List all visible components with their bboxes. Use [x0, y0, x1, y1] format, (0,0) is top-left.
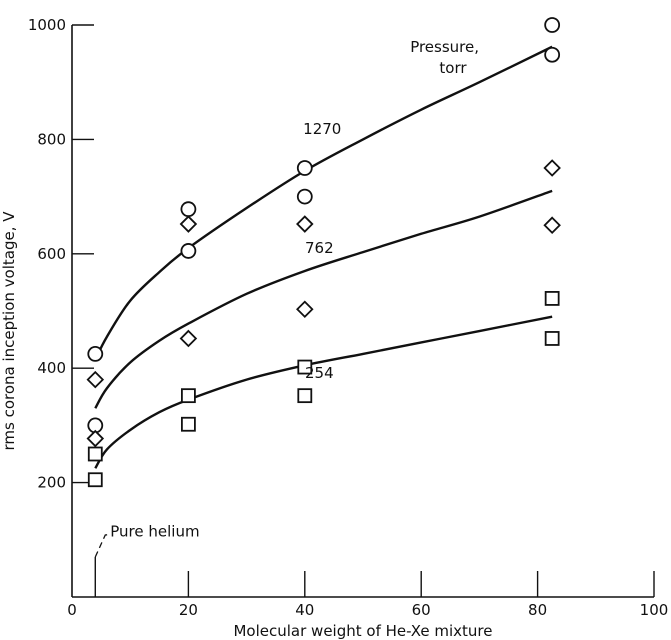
y-tick-label: 800 — [37, 130, 66, 148]
point-diamond-762 — [179, 329, 198, 348]
pure-helium-leader — [94, 533, 110, 558]
point-diamond-762 — [543, 159, 561, 177]
x-tick-label: 80 — [528, 601, 547, 619]
point-square-254 — [297, 388, 313, 404]
fit-curve-762 — [94, 189, 553, 409]
series-label-1270: 1270 — [303, 120, 341, 138]
point-circle-1270 — [544, 17, 561, 33]
point-diamond-762 — [543, 216, 561, 234]
y-tick-label: 1000 — [28, 16, 66, 34]
data-points — [86, 17, 561, 488]
point-circle-1270 — [544, 46, 561, 63]
x-tick-label: 40 — [295, 601, 314, 619]
fit-curves — [94, 45, 553, 469]
x-tick-label: 0 — [67, 601, 77, 619]
x-tick-label: 100 — [640, 601, 669, 619]
y-tick-label: 400 — [37, 359, 66, 377]
point-circle-1270 — [296, 160, 313, 176]
point-square-254 — [87, 472, 103, 488]
legend-title-line-2: torr — [439, 59, 467, 77]
legend-title: Pressure, torr — [410, 38, 484, 77]
point-diamond-762 — [296, 300, 314, 319]
fit-curve-254 — [94, 315, 553, 469]
series-label-254: 254 — [305, 364, 334, 382]
point-square-254 — [297, 359, 313, 375]
point-diamond-762 — [86, 370, 105, 389]
x-tick-label: 60 — [412, 601, 431, 619]
y-axis-title: rms corona inception voltage, V — [0, 211, 18, 451]
x-tick-label: 20 — [179, 601, 198, 619]
point-diamond-762 — [86, 429, 105, 448]
point-square-254 — [87, 446, 103, 462]
pure-helium-label: Pure helium — [110, 523, 199, 541]
point-circle-1270 — [296, 188, 313, 205]
point-square-254 — [180, 388, 196, 404]
point-diamond-762 — [296, 215, 314, 233]
point-circle-1270 — [180, 243, 197, 259]
y-tick-label: 600 — [37, 245, 66, 263]
fit-curve-1270 — [94, 45, 553, 361]
point-square-254 — [180, 416, 196, 432]
point-diamond-762 — [179, 215, 198, 233]
series-label-762: 762 — [305, 239, 334, 257]
point-square-254 — [544, 331, 560, 346]
annotations: 1270 762 254 Pure helium — [94, 120, 341, 597]
point-circle-1270 — [87, 345, 104, 362]
point-circle-1270 — [180, 201, 197, 218]
x-axis-title: Molecular weight of He-Xe mixture — [233, 622, 492, 640]
tick-marks: 0 20 40 60 80 100 200 400 600 800 1000 — [28, 16, 669, 619]
y-tick-label: 200 — [37, 474, 66, 492]
axes — [71, 25, 654, 598]
legend-title-line-1: Pressure, — [410, 38, 479, 56]
point-square-254 — [544, 291, 560, 306]
